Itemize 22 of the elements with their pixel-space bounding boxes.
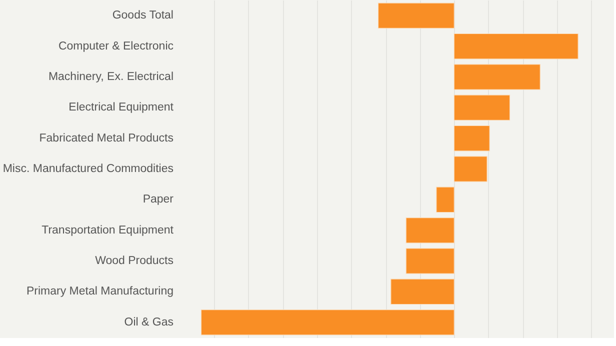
- bar: [454, 33, 578, 60]
- bar: [436, 186, 454, 213]
- y-tick-label: Transportation Equipment: [42, 224, 174, 236]
- bar: [390, 278, 454, 305]
- y-tick-label: Oil & Gas: [124, 316, 174, 328]
- bar: [454, 156, 488, 182]
- y-tick-label: Electrical Equipment: [68, 102, 174, 114]
- bar: [454, 94, 510, 121]
- bar: [454, 125, 490, 152]
- y-tick-label: Primary Metal Manufacturing: [26, 286, 174, 298]
- y-tick-label: Wood Products: [95, 255, 174, 268]
- y-tick-label: Fabricated Metal Products: [39, 132, 174, 144]
- bar: [406, 217, 454, 244]
- y-tick-label: Goods Total: [112, 10, 174, 22]
- bar: [406, 248, 454, 274]
- y-tick-label: Paper: [142, 194, 174, 206]
- bar: [200, 309, 454, 336]
- bar: [454, 64, 540, 90]
- bar: [378, 2, 454, 29]
- y-tick-label: Misc. Manufactured Commodities: [2, 163, 174, 175]
- y-tick-label: Machinery, Ex. Electrical: [48, 70, 174, 83]
- y-tick-label: Computer & Electronic: [58, 40, 174, 52]
